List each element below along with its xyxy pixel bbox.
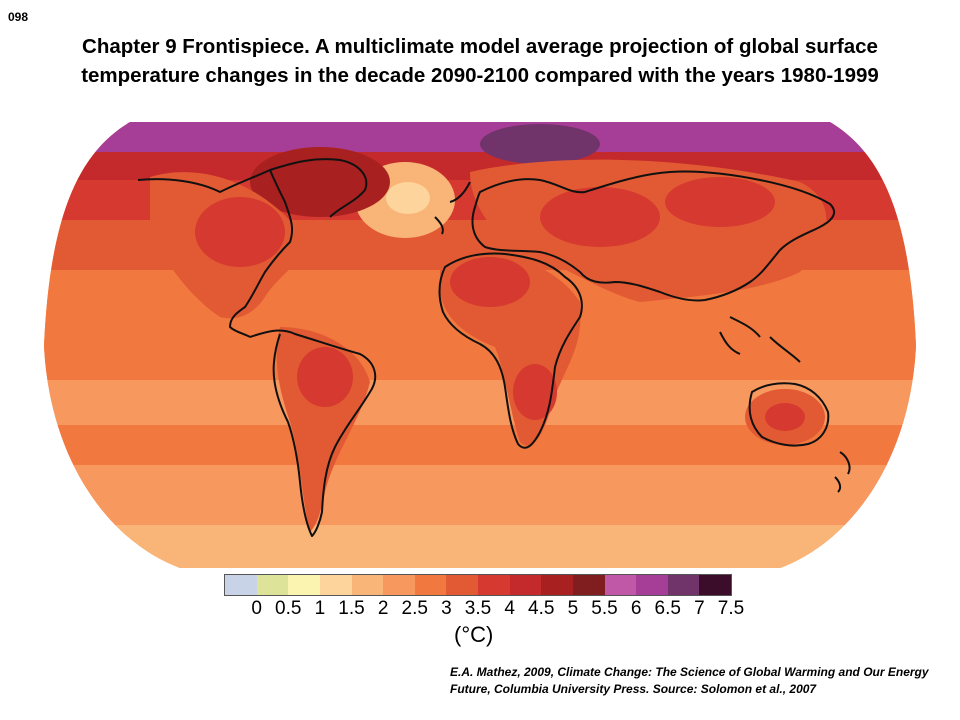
legend-swatch-11 bbox=[572, 575, 605, 595]
legend-tick-label: 2 bbox=[377, 598, 389, 619]
legend-tick-label: 0 bbox=[251, 598, 262, 619]
world-map-svg bbox=[44, 122, 916, 568]
legend-swatch-5 bbox=[383, 575, 415, 595]
legend-swatch-3 bbox=[319, 575, 352, 595]
legend-swatch-10 bbox=[541, 575, 573, 595]
legend-tick-label: 4.5 bbox=[528, 598, 555, 619]
legend-tick-label: 6 bbox=[630, 598, 642, 619]
legend-tick-label: 1 bbox=[314, 598, 326, 619]
legend-tick-label: 4 bbox=[504, 598, 515, 619]
legend-swatch-7 bbox=[446, 575, 478, 595]
source-credit: E.A. Mathez, 2009, Climate Change: The S… bbox=[450, 665, 929, 696]
legend-tick-label: 3 bbox=[441, 598, 452, 619]
legend-tick-label: 3.5 bbox=[464, 598, 492, 619]
legend-swatch-14 bbox=[667, 575, 700, 595]
figure-title: Chapter 9 Frontispiece. A multiclimate m… bbox=[81, 35, 879, 87]
legend-tick-label: 7.5 bbox=[717, 598, 745, 619]
legend-tick-label: 2.5 bbox=[401, 598, 428, 619]
slide-number: 098 bbox=[8, 10, 29, 24]
legend-tick-label: 1.5 bbox=[338, 598, 365, 619]
legend-tick-label: 5 bbox=[567, 598, 579, 619]
legend-swatches bbox=[224, 574, 732, 596]
legend-tick-label: 7 bbox=[694, 598, 705, 619]
legend-ticks: 0 0.5 1 1.5 2 2.5 3 3.5 4 4.5 5 5.5 6 6.5 7 7.5 bbox=[224, 598, 744, 620]
legend-tick-label: 0.5 bbox=[275, 598, 302, 619]
legend-swatch-0 bbox=[225, 575, 257, 595]
legend-swatch-4 bbox=[351, 575, 384, 595]
legend-swatch-2 bbox=[288, 575, 320, 595]
legend-unit: (°C) bbox=[454, 622, 494, 647]
map-fill bbox=[44, 122, 916, 568]
coastlines bbox=[137, 158, 851, 537]
legend-swatch-1 bbox=[256, 575, 289, 595]
legend-swatch-12 bbox=[604, 575, 637, 595]
legend-swatch-8 bbox=[478, 575, 510, 595]
color-legend: 0 0.5 1 1.5 2 2.5 3 3.5 4 4.5 5 5.5 6 6.5 7 7.5 (°C) bbox=[224, 574, 744, 647]
legend-tick-label: 5.5 bbox=[591, 598, 618, 619]
temperature-map bbox=[40, 122, 920, 570]
legend-swatch-15 bbox=[699, 575, 731, 595]
legend-swatch-13 bbox=[636, 575, 668, 595]
legend-swatch-6 bbox=[414, 575, 447, 595]
legend-tick-label: 6.5 bbox=[654, 598, 681, 619]
legend-swatch-9 bbox=[509, 575, 542, 595]
